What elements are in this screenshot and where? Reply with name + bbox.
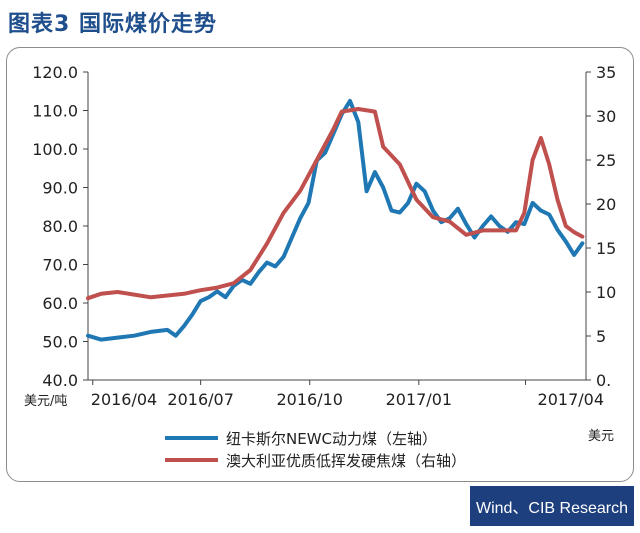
right-tick-label: 20 — [596, 195, 616, 214]
left-tick-label: 50.0 — [42, 333, 78, 352]
left-tick-label: 60.0 — [42, 294, 78, 313]
left-tick-label: 100.0 — [32, 140, 78, 159]
x-tick-label: 2016/04 — [91, 390, 157, 409]
x-tick-label: 2016/07 — [167, 390, 233, 409]
series-line-2 — [86, 107, 585, 301]
x-tick-label: 2016/10 — [276, 390, 342, 409]
left-tick-label: 110.0 — [32, 102, 78, 121]
left-tick-label: 70.0 — [42, 256, 78, 275]
right-tick-label: 35 — [596, 63, 616, 82]
left-tick-label: 120.0 — [32, 63, 78, 82]
figure-title: 图表3 国际煤价走势 — [8, 12, 217, 37]
legend-label-1: 纽卡斯尔NEWC动力煤（左轴） — [226, 430, 437, 448]
legend-label-2: 澳大利亚优质低挥发硬焦煤（右轴） — [226, 452, 466, 470]
right-tick-label: 0. — [596, 371, 611, 390]
right-tick-label: 10 — [596, 283, 616, 302]
left-tick-label: 40.0 — [42, 371, 78, 390]
series-line-1 — [86, 98, 585, 342]
chart-frame — [6, 47, 634, 482]
right-tick-label: 25 — [596, 151, 616, 170]
right-tick-label: 5 — [596, 327, 606, 346]
right-tick-label: 30 — [596, 107, 616, 126]
right-axis-unit: 美元 — [588, 429, 614, 444]
x-tick-label: 2017/04 — [538, 390, 604, 409]
x-tick-label: 2017/01 — [386, 390, 452, 409]
left-tick-label: 80.0 — [42, 217, 78, 236]
source-label: Wind、CIB Research — [470, 486, 634, 526]
left-axis-unit: 美元/吨 — [24, 394, 67, 409]
left-tick-label: 90.0 — [42, 179, 78, 198]
right-tick-label: 15 — [596, 239, 616, 258]
